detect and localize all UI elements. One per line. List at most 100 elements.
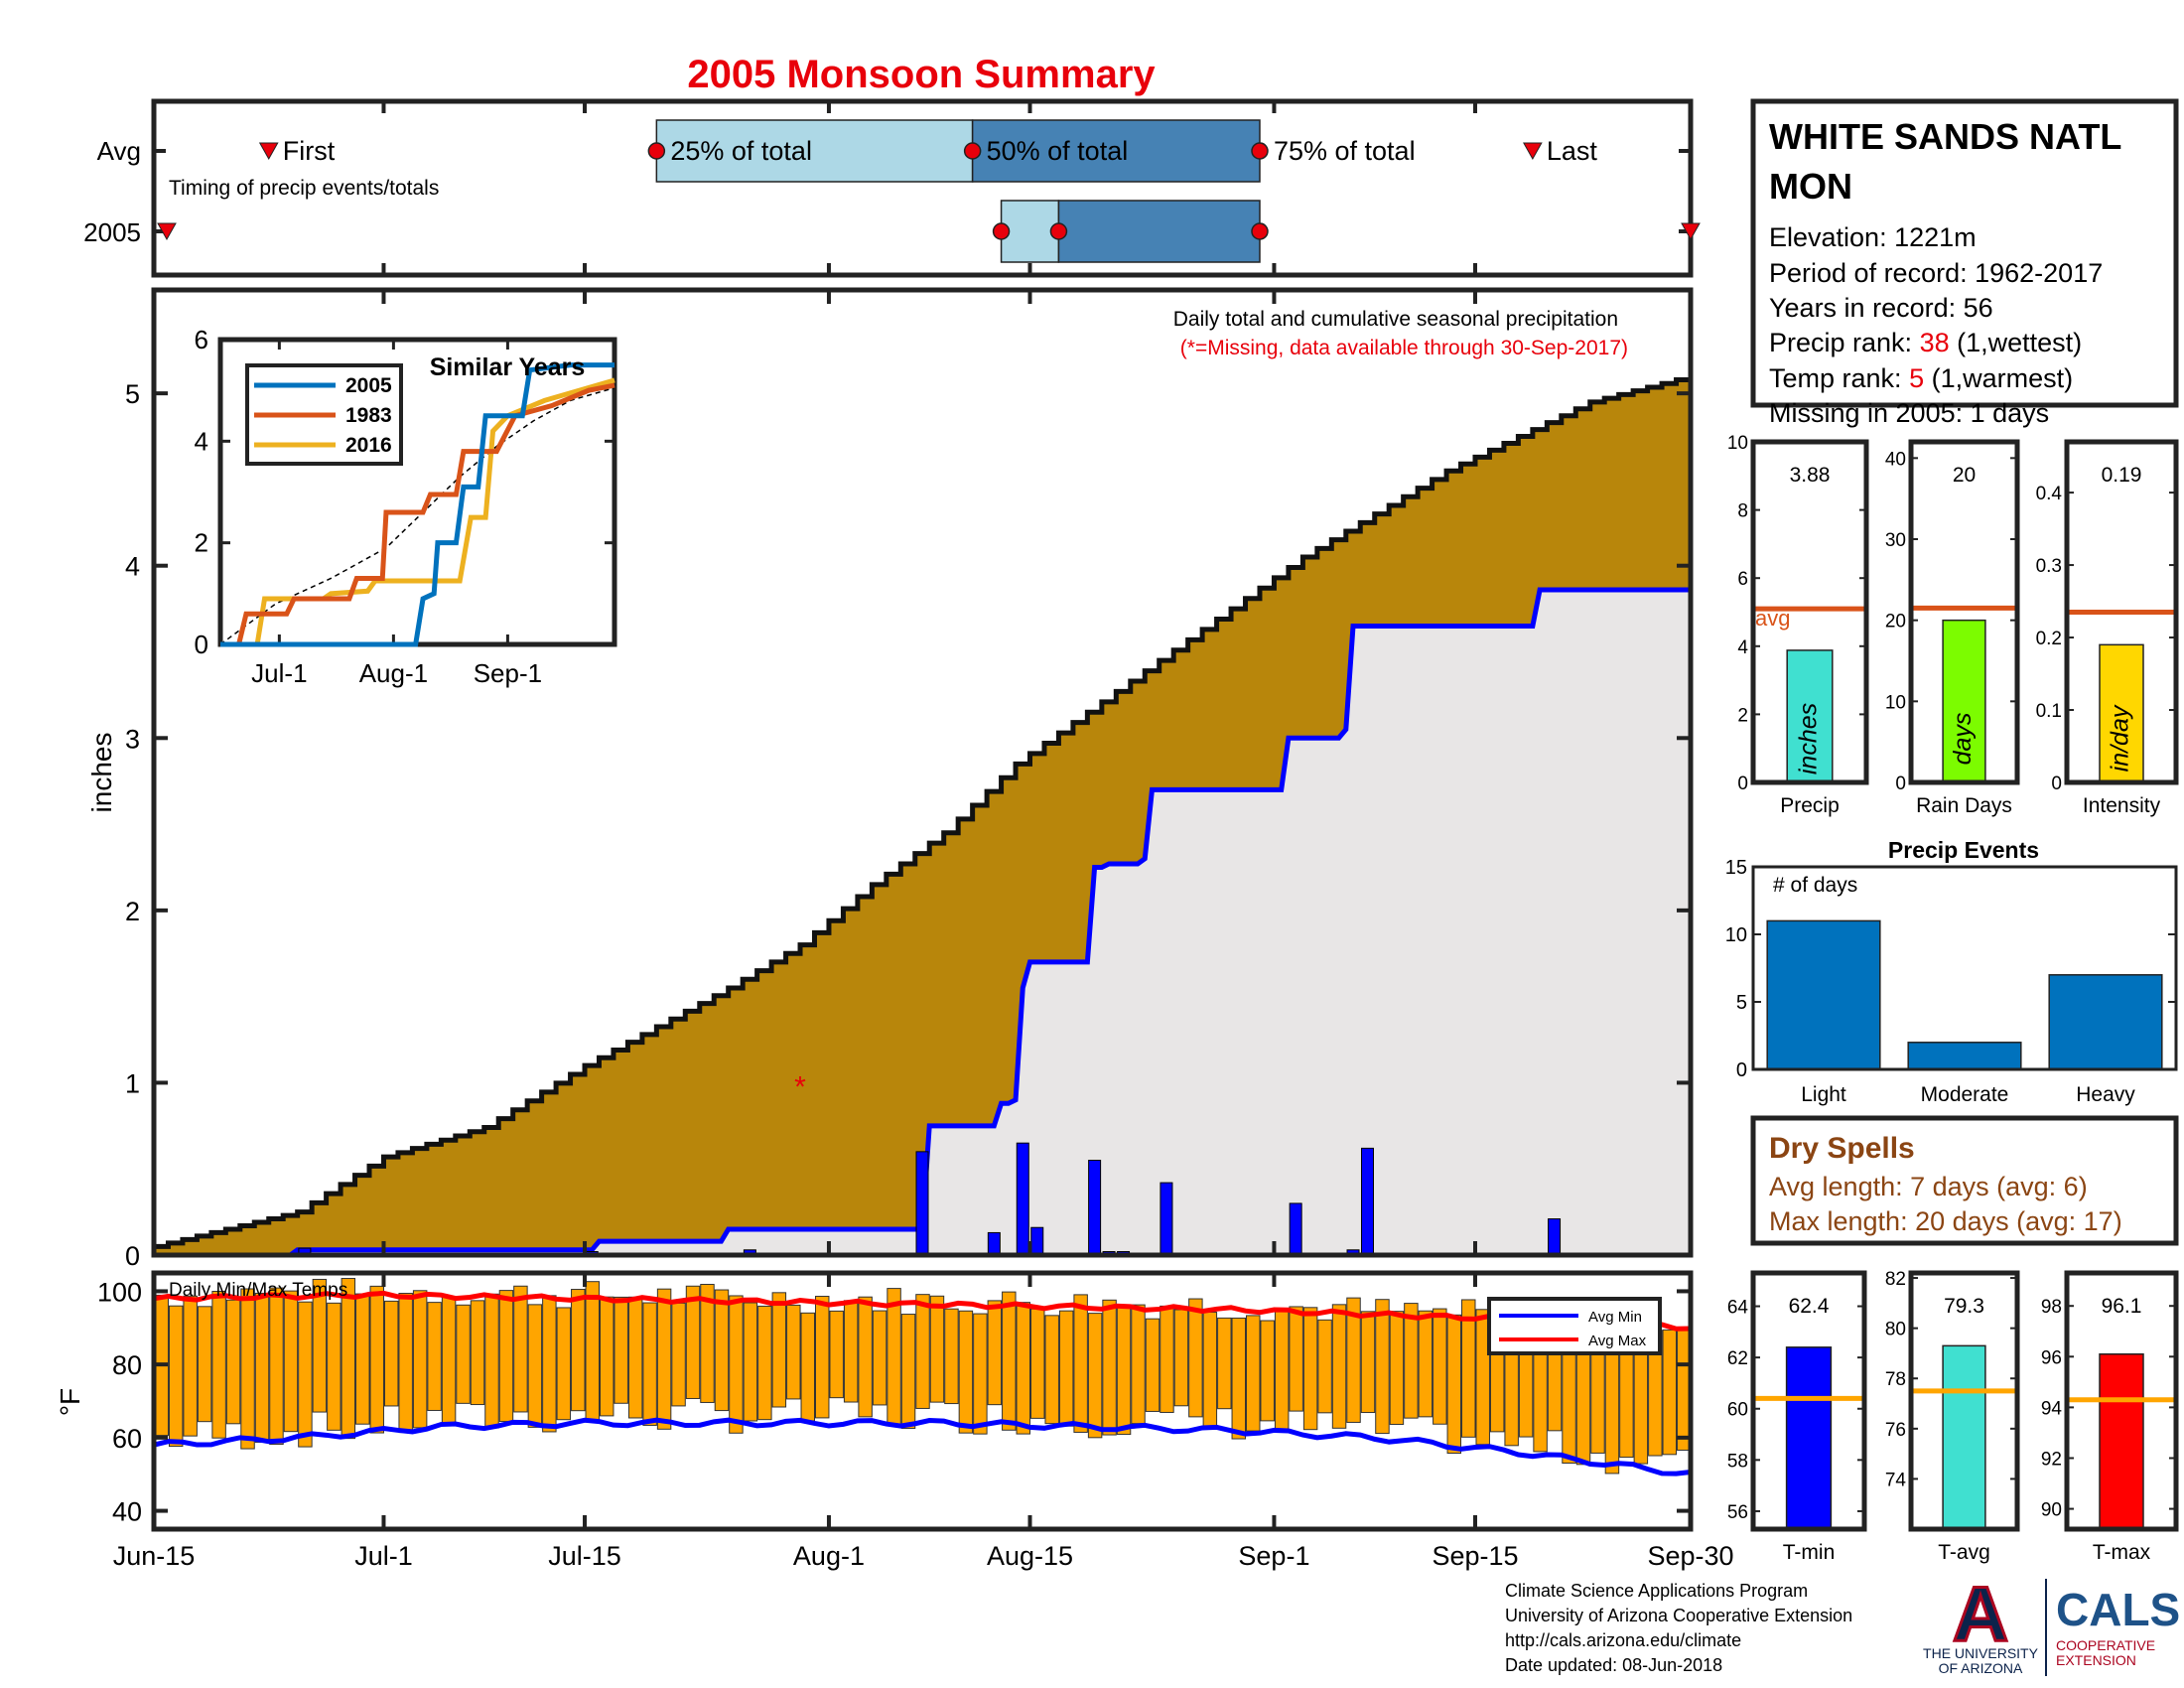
daily-temp-bar [1404, 1303, 1419, 1419]
daily-temp-bar [1073, 1294, 1088, 1433]
daily-temp-bar [872, 1310, 887, 1406]
intensity_bar-ytick-label: 0 [2051, 774, 2062, 794]
temps-xtick-label: Jun-15 [113, 1541, 196, 1571]
daily-temp-bar [944, 1308, 959, 1405]
raindays_bar-ytick-label: 30 [1885, 530, 1906, 551]
dry-spells-frame [1750, 1115, 2179, 1246]
cals-wordmark: CALS [2056, 1584, 2180, 1635]
station-period: Period of record: 1962-2017 [1769, 258, 2103, 288]
daily-temp-bar [700, 1283, 715, 1403]
daily-precip-bar [1160, 1182, 1173, 1256]
daily-temp-bar [1202, 1312, 1218, 1429]
main-ytick-label: 5 [125, 379, 140, 409]
cumulative-precip-panel: * 0 1 2 3 4 5 Daily total and cumulative seaso… [86, 287, 1694, 1271]
main-note-missing: (*=Missing, data available through 30-Se… [1180, 337, 1628, 359]
daily-temp-bar [614, 1296, 628, 1404]
events-ytick-label: 15 [1725, 857, 1747, 879]
daily-temp-bar [900, 1314, 916, 1429]
daily-temp-bar [729, 1295, 744, 1434]
intensity_bar-bar [2099, 643, 2144, 783]
daily-temp-bar [1360, 1311, 1376, 1414]
daily-temp-bar [627, 1296, 643, 1419]
raindays_bar-ytick-label: 20 [1885, 612, 1906, 633]
inset-legend-label: 2005 [345, 374, 392, 397]
average-cumulative-line [154, 375, 1694, 1249]
daily-temp-bar [355, 1293, 370, 1425]
station-elevation: Elevation: 1221m [1769, 222, 1977, 252]
daily-temp-bar [441, 1296, 457, 1426]
inset-xtick-label: Sep-1 [474, 658, 542, 688]
intensity_bar-bar-unit-label: in/day [2107, 704, 2134, 772]
raindays_bar-ytick-label: 10 [1885, 692, 1906, 713]
daily-temp-bar [327, 1302, 341, 1431]
events-frame [1751, 865, 2178, 1071]
temps-ytick-label: 60 [112, 1424, 142, 1454]
event-category-label: Heavy [2076, 1083, 2135, 1106]
daily-temp-bar [1044, 1315, 1059, 1425]
main-note: Daily total and cumulative seasonal prec… [1173, 308, 1618, 331]
ua-line1: THE UNIVERSITY [1923, 1645, 2039, 1661]
tmin_bar-ytick-label: 56 [1727, 1502, 1748, 1523]
daily-temp-bar [1188, 1298, 1203, 1418]
temps-frame [151, 1270, 1694, 1532]
daily-temp-bar [958, 1310, 974, 1434]
main-frame [151, 287, 1694, 1258]
daily-temp-bar [858, 1296, 873, 1418]
precip_bar-bar [1786, 649, 1834, 783]
daily-temp-bar [671, 1302, 686, 1407]
daily-temp-bar [642, 1302, 657, 1426]
daily-temp-bar [556, 1307, 572, 1421]
daily-temp-bar [829, 1310, 844, 1399]
tmin_bar-ytick-label: 64 [1727, 1298, 1749, 1319]
tmax_bar-ytick-label: 94 [2041, 1398, 2063, 1419]
daily-temp-bar [211, 1290, 226, 1439]
tmax_bar-value-label: 96.1 [2102, 1295, 2142, 1318]
avg-max-line [153, 1290, 1692, 1332]
daily-temp-bar [1346, 1297, 1361, 1423]
daily-temp-bar [298, 1301, 313, 1448]
temps-legend [1487, 1297, 1662, 1355]
timing-p25-label: 25% of total [670, 136, 812, 166]
station-missing: Missing in 2005: 1 days [1769, 398, 2049, 428]
precip-events-panel: Precip Events Light Moderate Heavy 0 5 10 15 #… [1725, 837, 2178, 1106]
daily-temp-bar [225, 1299, 241, 1425]
daily-precip-bar [915, 1151, 929, 1256]
daily-temp-bar [1160, 1305, 1174, 1413]
footer-line1: Climate Science Applications Program [1505, 1581, 1808, 1601]
daily-temp-bar [1087, 1313, 1103, 1439]
daily-temp-bar [254, 1292, 270, 1443]
daily-temp-bar [1173, 1309, 1189, 1407]
main-ylabel: inches [86, 733, 117, 813]
temps-xtick-label: Sep-1 [1238, 1541, 1309, 1571]
precip_bar-category-label: Precip [1780, 794, 1840, 817]
missing-day-marker: * [794, 1070, 806, 1103]
daily-temp-bar [1446, 1314, 1462, 1455]
precip_bar-ytick-label: 10 [1727, 433, 1748, 454]
dry-spells-title: Dry Spells [1769, 1132, 1915, 1165]
daily-temp-bar [341, 1278, 356, 1440]
timing-frame [151, 98, 1694, 278]
avg-first-marker [258, 142, 279, 161]
station-temp-rank: Temp rank: 5 (1,warmest) [1769, 363, 2073, 393]
daily-temp-bar [843, 1300, 859, 1403]
temps-title: Daily Min/Max Temps [169, 1280, 347, 1301]
raindays_bar-bar [1942, 619, 1986, 783]
precip_bar-bar-unit-label: inches [1795, 703, 1823, 774]
daily-temp-bar [599, 1296, 614, 1417]
daily-temp-bar [398, 1293, 413, 1434]
intensity_bar-ytick-label: 0.2 [2036, 629, 2062, 649]
precip_bar-value-label: 3.88 [1790, 464, 1831, 487]
tavg_bar-ytick-label: 74 [1885, 1470, 1907, 1490]
daily-temp-bar [771, 1292, 787, 1408]
tavg_bar-frame [1908, 1270, 2020, 1532]
figure-title: 2005 Monsoon Summary [687, 53, 1156, 96]
tavg_bar-ytick-label: 82 [1885, 1269, 1906, 1290]
daily-precip-bar [1030, 1226, 1044, 1256]
daily-temp-bar [498, 1290, 514, 1423]
year-cumulative-fill [154, 590, 1691, 1255]
raindays_bar-bar-unit-label: days [1949, 713, 1977, 766]
inset-xtick-label: Aug-1 [359, 658, 428, 688]
tavg_bar-ytick-label: 80 [1885, 1320, 1906, 1340]
tmin_bar-category-label: T-min [1783, 1541, 1836, 1564]
temps-ytick-label: 80 [112, 1350, 142, 1380]
